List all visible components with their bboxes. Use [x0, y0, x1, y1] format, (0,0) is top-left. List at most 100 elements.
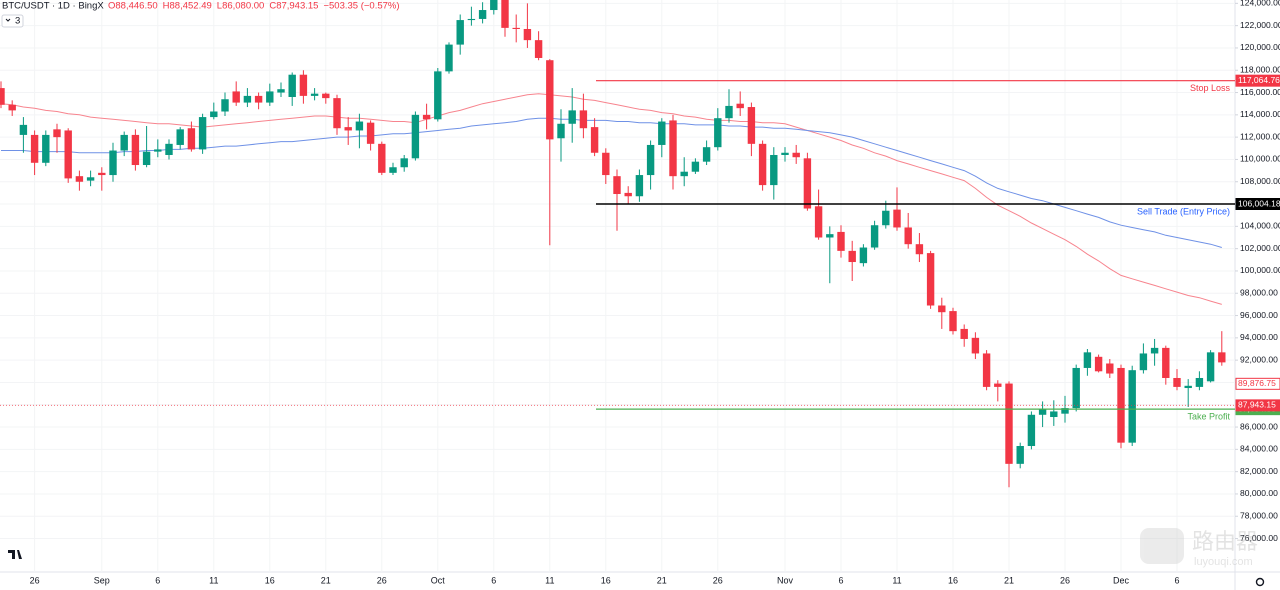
candle-body [1128, 370, 1136, 443]
candle-body [870, 225, 879, 248]
x-tick-label: 26 [377, 575, 387, 585]
candle-body [422, 114, 431, 120]
indicator-count: 3 [15, 16, 20, 27]
candle-body [142, 151, 151, 166]
candle-body [131, 134, 140, 166]
candle-body [299, 74, 308, 96]
y-tick-label: 84,000.00 [1240, 444, 1278, 454]
candle-body [680, 171, 688, 177]
candle-body [1016, 446, 1024, 464]
candle-body [120, 134, 128, 151]
y-tick-label: 78,000.00 [1240, 510, 1278, 520]
candle-body [0, 88, 5, 105]
candle-body [882, 210, 890, 226]
price-tag-label: 87,943.15 [1238, 400, 1276, 410]
candle-body [960, 328, 968, 339]
candle-body [736, 103, 744, 109]
candle-body [176, 129, 184, 145]
y-tick-label: 114,000.00 [1240, 109, 1280, 119]
ohlc-value: L86,080.00 [217, 1, 265, 12]
candle-body [613, 176, 621, 195]
candle-body [803, 158, 812, 209]
candle-body [19, 124, 28, 135]
candle-body [411, 114, 420, 159]
x-tick-label: 11 [545, 575, 554, 585]
candle-body [434, 71, 442, 120]
candle-body [198, 117, 207, 150]
ohlc-value: C87,943.15 [269, 1, 318, 12]
candle-body [277, 89, 285, 93]
candle-body [792, 152, 800, 158]
watermark-logo [1140, 528, 1184, 564]
level-label: Stop Loss [1190, 83, 1231, 93]
candle-body [310, 93, 319, 96]
x-tick-label: 6 [1174, 575, 1179, 585]
x-tick-label: 26 [30, 575, 40, 585]
chevron-icon [5, 18, 11, 22]
price-tag [1235, 74, 1280, 87]
y-tick-label: 112,000.00 [1240, 131, 1280, 141]
candle-body [333, 98, 341, 129]
candle-body [378, 143, 386, 173]
candle-body [590, 127, 599, 153]
candle-body [557, 123, 565, 139]
price-tag [1235, 399, 1280, 412]
candle-body [266, 91, 274, 103]
candle-body [512, 27, 520, 29]
candle-body [366, 122, 375, 144]
y-tick-label: 120,000.00 [1240, 42, 1280, 52]
candle-body [949, 311, 957, 332]
candle-body [344, 127, 352, 131]
candle-body [501, 0, 509, 28]
price-tag [1235, 198, 1280, 211]
candle-body [221, 99, 229, 112]
candle-body [1106, 363, 1114, 374]
plot [0, 0, 1235, 488]
price-tag-label: 117,064.76 [1238, 75, 1280, 85]
candle-body [602, 152, 610, 176]
candle-body [232, 91, 240, 103]
candle-body [702, 147, 711, 162]
y-tick-label: 96,000.00 [1240, 310, 1278, 320]
candle-body [1117, 367, 1125, 443]
candle-body [355, 121, 364, 131]
candle-body [75, 176, 84, 182]
candle-body [1139, 353, 1148, 371]
indicator-toggle[interactable] [1, 14, 24, 28]
candle-body [30, 134, 39, 163]
candle-body [994, 383, 1002, 387]
candle-body [400, 158, 408, 168]
y-tick-label: 94,000.00 [1240, 332, 1278, 342]
candle-body [210, 111, 218, 118]
gear[interactable] [1255, 577, 1265, 587]
x-tick-label: 6 [491, 575, 496, 585]
candle-body [42, 134, 50, 163]
candle-body [1150, 347, 1159, 354]
y-tick-label: 98,000.00 [1240, 287, 1278, 297]
ohlc-value: O88,446.50 [108, 1, 158, 12]
candle-body [758, 143, 767, 186]
candle-body [389, 167, 397, 173]
price-tag [1235, 377, 1280, 390]
candle-body [658, 121, 666, 145]
tv-logo [8, 550, 22, 559]
candle-body [1162, 347, 1170, 378]
x-tick-label: 16 [948, 575, 958, 585]
candle-body [904, 227, 912, 245]
y-tick-label: 76,000.00 [1240, 533, 1278, 543]
candle-body [1083, 352, 1092, 368]
candle-body [8, 104, 16, 111]
candle-body [770, 154, 778, 186]
x-tick-label: Dec [1113, 575, 1130, 585]
x-tick-label: Nov [777, 575, 794, 585]
candle-body [893, 209, 901, 228]
settings-icon[interactable] [1255, 577, 1265, 587]
candle-body [534, 40, 543, 58]
candle-body [1072, 367, 1080, 409]
candle-body [1206, 352, 1215, 382]
candle-body [1027, 414, 1036, 447]
candle-body [254, 95, 263, 103]
candle-body [154, 149, 162, 152]
x-tick-label: Sep [94, 575, 110, 585]
